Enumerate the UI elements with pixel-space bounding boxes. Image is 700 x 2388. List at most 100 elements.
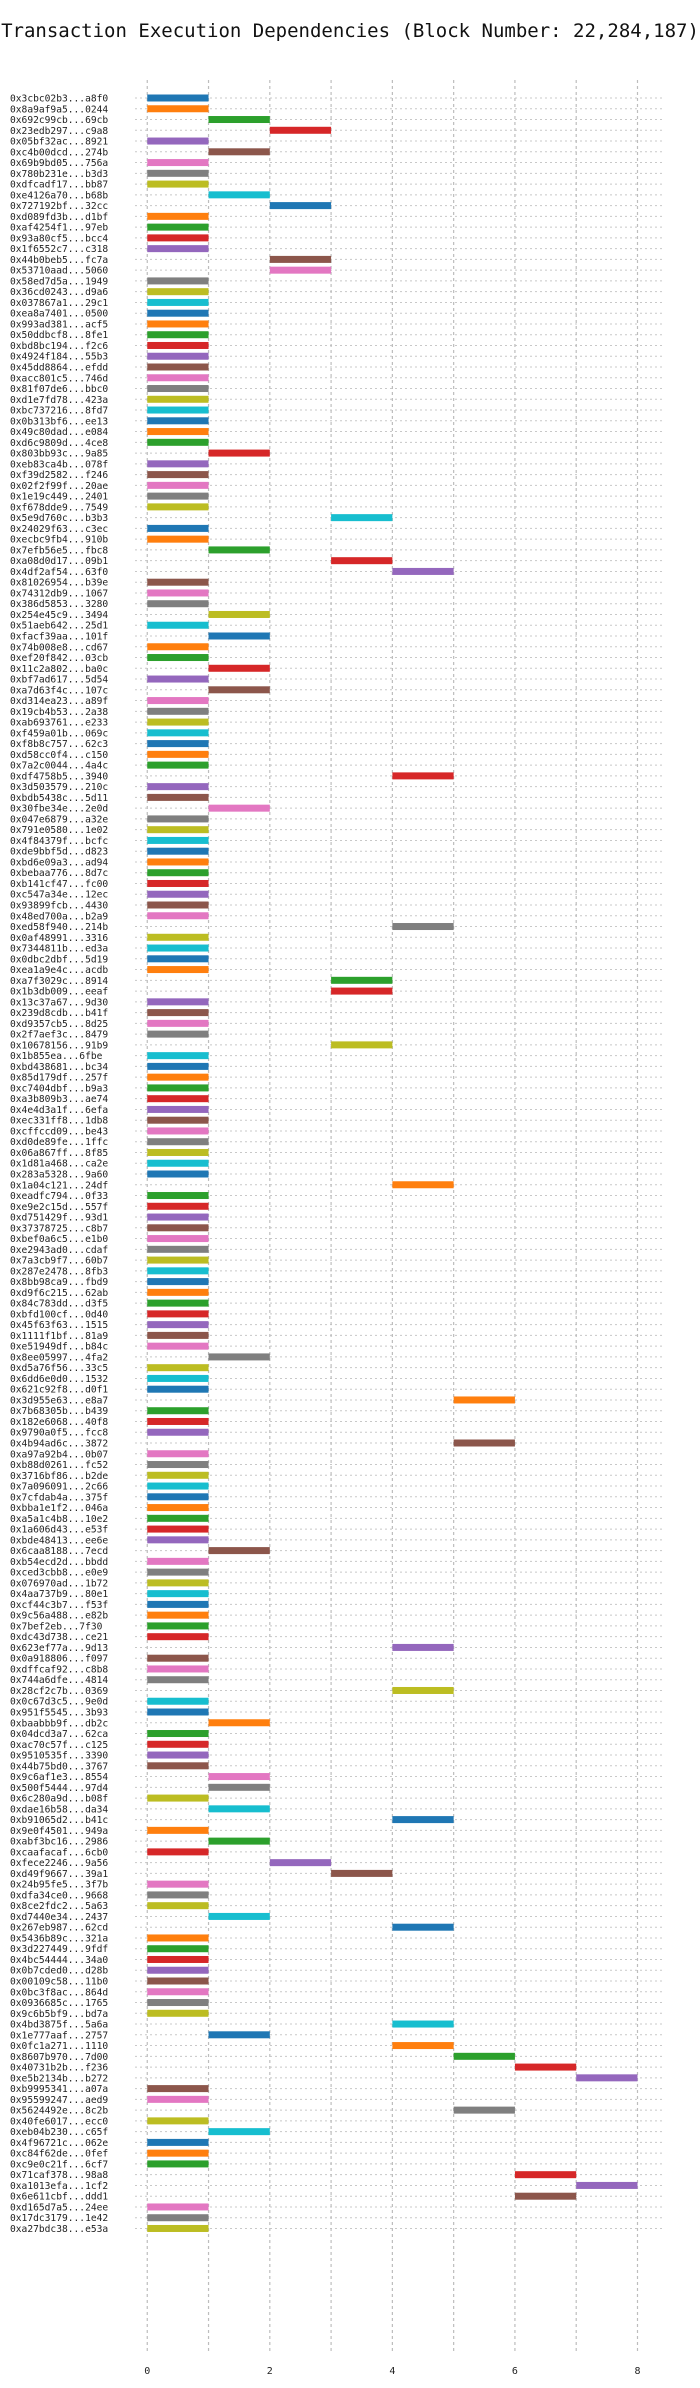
bar [147, 1299, 209, 1307]
bar [147, 1611, 209, 1619]
y-tick-label: 0x1d81a468...ca2e [10, 1159, 108, 1170]
y-tick-label: 0xaf4254f1...97eb [10, 223, 108, 234]
y-tick-label: 0x84c783dd...d3f5 [10, 1299, 108, 1310]
bar [208, 1773, 270, 1781]
y-tick-label: 0x8a9af9a5...0244 [10, 104, 108, 115]
bar [208, 2031, 270, 2039]
y-tick-label: 0x45dd8864...efdd [10, 363, 108, 374]
bar [147, 901, 209, 909]
y-tick-label: 0x047e6879...a32e [10, 814, 108, 825]
bar [147, 105, 209, 113]
y-tick-label: 0x9c56a488...e82b [10, 1611, 108, 1622]
x-tick-label: 2 [267, 2366, 273, 2377]
bar [208, 1719, 270, 1727]
y-tick-label: 0x4b94ad6c...3872 [10, 1439, 108, 1450]
y-tick-label: 0x4bd3875f...5a6a [10, 2020, 108, 2031]
bar [147, 826, 209, 834]
y-tick-label: 0xbd438681...bc34 [10, 1062, 108, 1073]
y-tick-label: 0xc84f62de...0fef [10, 2149, 108, 2160]
y-tick-label: 0x283a5328...9a60 [10, 1170, 108, 1181]
y-tick-label: 0x7b68305b...b439 [10, 1406, 108, 1417]
y-tick-label: 0x4924f184...55b3 [10, 352, 108, 363]
bar [147, 524, 209, 532]
y-tick-label: 0x74312db9...1067 [10, 588, 108, 599]
bar [392, 1686, 454, 1694]
y-tick-label: 0x02f2f99f...20ae [10, 481, 108, 492]
y-tick-label: 0xdffcaf92...c8b8 [10, 1664, 108, 1675]
bar [147, 2117, 209, 2125]
bar [147, 385, 209, 393]
y-tick-label: 0x45f63f63...1515 [10, 1320, 108, 1331]
bar [331, 557, 393, 565]
y-tick-label: 0xacc801c5...746d [10, 373, 108, 384]
bar [392, 2020, 454, 2028]
bar [208, 610, 270, 618]
y-tick-label: 0x23edb297...c9a8 [10, 126, 108, 137]
y-tick-label: 0x51aeb642...25d1 [10, 621, 108, 632]
bar [147, 1310, 209, 1318]
bar [147, 1988, 209, 1996]
bar [147, 1321, 209, 1329]
y-tick-label: 0x7344811b...ed3a [10, 944, 108, 955]
y-tick-label: 0xeb04b230...c65f [10, 2127, 108, 2138]
y-tick-label: 0xd58cc0f4...c150 [10, 750, 108, 761]
bar [208, 1783, 270, 1791]
y-tick-label: 0x37378725...c8b7 [10, 1223, 108, 1234]
y-tick-label: 0xcf44c3b7...f53f [10, 1600, 108, 1611]
bar [147, 2224, 209, 2232]
y-tick-label: 0x4f84379f...bcfc [10, 836, 108, 847]
bar [147, 1267, 209, 1275]
y-tick-label: 0xd49f9667...39a1 [10, 1869, 108, 1880]
y-tick-label: 0x254e45c9...3494 [10, 610, 108, 621]
bar [208, 632, 270, 640]
y-tick-label: 0x0dbc2dbf...5d19 [10, 954, 108, 965]
bar [147, 654, 209, 662]
bar [147, 697, 209, 705]
bar [147, 503, 209, 511]
y-tick-label: 0xa5a1c4b8...10e2 [10, 1514, 108, 1525]
bar [147, 1966, 209, 1974]
y-tick-label: 0xcffccd09...be43 [10, 1126, 108, 1137]
bar [147, 1138, 209, 1146]
bar [514, 2171, 577, 2179]
y-tick-label: 0xbd8bc194...f2c6 [10, 341, 108, 352]
bar [147, 395, 209, 403]
bar [147, 352, 209, 360]
bar [147, 729, 209, 737]
y-tick-label: 0x1a606d43...e53f [10, 1525, 108, 1536]
bar [147, 858, 209, 866]
y-tick-label: 0xbde48413...ee6e [10, 1535, 108, 1546]
y-tick-label: 0x8607b970...7d00 [10, 2052, 108, 2063]
bar [147, 1622, 209, 1630]
bar [147, 707, 209, 715]
bar [208, 191, 270, 199]
y-tick-label: 0xb91065d2...b41c [10, 1815, 108, 1826]
y-tick-label: 0x9e0f4501...949a [10, 1826, 108, 1837]
y-tick-label: 0xd0de89fe...1ffc [10, 1137, 108, 1148]
y-tick-label: 0xdfcadf17...bb87 [10, 180, 108, 191]
bar [147, 406, 209, 414]
bar [147, 1590, 209, 1598]
y-tick-label: 0x500f5444...97d4 [10, 1783, 108, 1794]
bar [392, 1816, 454, 1824]
bar [269, 255, 332, 263]
bar [147, 1235, 209, 1243]
y-tick-label: 0x727192bf...32cc [10, 201, 108, 212]
bar [147, 212, 209, 220]
bar [269, 126, 332, 134]
bar [147, 1374, 209, 1382]
bar [147, 1471, 209, 1479]
y-tick-label: 0x621c92f8...d0f1 [10, 1385, 108, 1396]
y-tick-label: 0x19cb4b53...2a38 [10, 707, 108, 718]
y-tick-label: 0x40fe6017...ecc0 [10, 2116, 108, 2127]
bar [147, 2009, 209, 2017]
bar [147, 1213, 209, 1221]
y-tick-label: 0xd089fd3b...d1bf [10, 212, 108, 223]
bar [147, 621, 209, 629]
y-tick-label: 0x4bc54444...34a0 [10, 1955, 108, 1966]
y-tick-label: 0xd751429f...93d1 [10, 1213, 108, 1224]
bar [147, 2138, 209, 2146]
y-tick-label: 0x287e2478...8fb3 [10, 1266, 108, 1277]
bar [147, 2160, 209, 2168]
bar [147, 1278, 209, 1286]
